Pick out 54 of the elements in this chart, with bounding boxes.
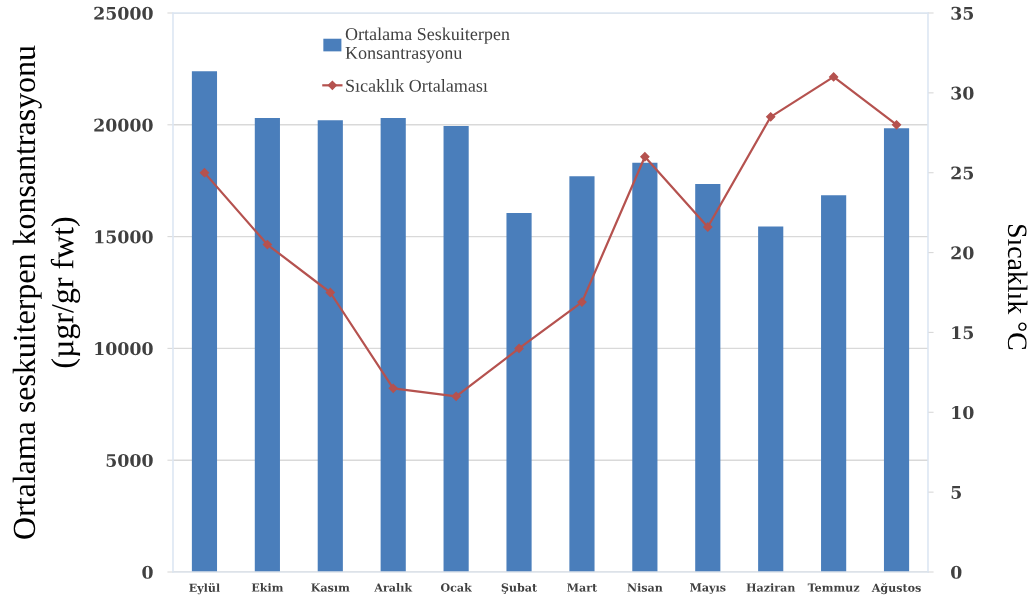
y-tick-label: 10000: [95, 342, 153, 356]
x-tick-label: Aralık: [374, 583, 413, 592]
point: [262, 239, 272, 250]
y-tick-label: 20000: [94, 118, 153, 132]
y2-tick-label: 20: [951, 246, 974, 260]
bar: [506, 213, 532, 572]
y2-tick-label: 15: [952, 326, 974, 340]
y-tick-label: 15000: [95, 230, 153, 244]
point: [514, 343, 524, 354]
y-tick-label: 25000: [94, 6, 153, 20]
y2-axis-title: Sıcaklık °C: [1007, 224, 1028, 350]
point: [829, 72, 839, 82]
y2-tick-label: 25: [951, 166, 974, 180]
y-tick-label: 5000: [106, 453, 153, 468]
x-tick-label: Mart: [567, 583, 598, 592]
point: [199, 168, 210, 178]
x-tick-label: Eylül: [189, 583, 220, 595]
x-tick-label: Ekim: [251, 583, 284, 592]
x-tick-label: Şubat: [501, 583, 538, 594]
x-tick-label: Mayıs: [690, 583, 726, 594]
bar: [821, 195, 847, 572]
point: [451, 391, 461, 401]
y2-tick-label: 30: [951, 86, 974, 100]
bar: [758, 226, 784, 572]
legend-label: Ortalama Seskuiterpen Konsantrasyonu: [345, 27, 510, 63]
legend-label: Sıcaklık Ortalaması: [346, 79, 488, 92]
point: [703, 222, 713, 232]
x-tick-label: Kasım: [311, 583, 350, 592]
bar: [380, 118, 406, 572]
y2-tick-label: 10: [952, 406, 974, 420]
point: [388, 383, 398, 393]
point: [577, 297, 587, 307]
point: [640, 152, 650, 162]
y2-tick-label: 5: [951, 486, 961, 499]
x-tick-label: Haziran: [746, 583, 796, 592]
bar: [317, 120, 343, 572]
x-tick-label: Ocak: [440, 583, 472, 592]
x-tick-label: Ağustos: [871, 583, 921, 595]
bar: [883, 128, 910, 572]
point: [891, 120, 902, 130]
bar: [695, 184, 721, 572]
x-tick-label: Nisan: [627, 583, 663, 592]
y2-tick-label: 35: [951, 6, 974, 20]
bar: [254, 118, 280, 572]
bar: [632, 162, 658, 572]
bar: [191, 71, 218, 572]
point: [766, 112, 776, 122]
x-tick-label: Temmuz: [807, 583, 860, 592]
bar: [443, 125, 469, 572]
point: [325, 287, 335, 298]
y-axis-title: Ortalama seskuiterpen konsantrasyonu (µgr/gr fwt): [12, 45, 81, 539]
bar: [569, 176, 595, 572]
y2-tick-label: 0: [951, 565, 962, 579]
y-tick-label: 0: [142, 565, 153, 579]
